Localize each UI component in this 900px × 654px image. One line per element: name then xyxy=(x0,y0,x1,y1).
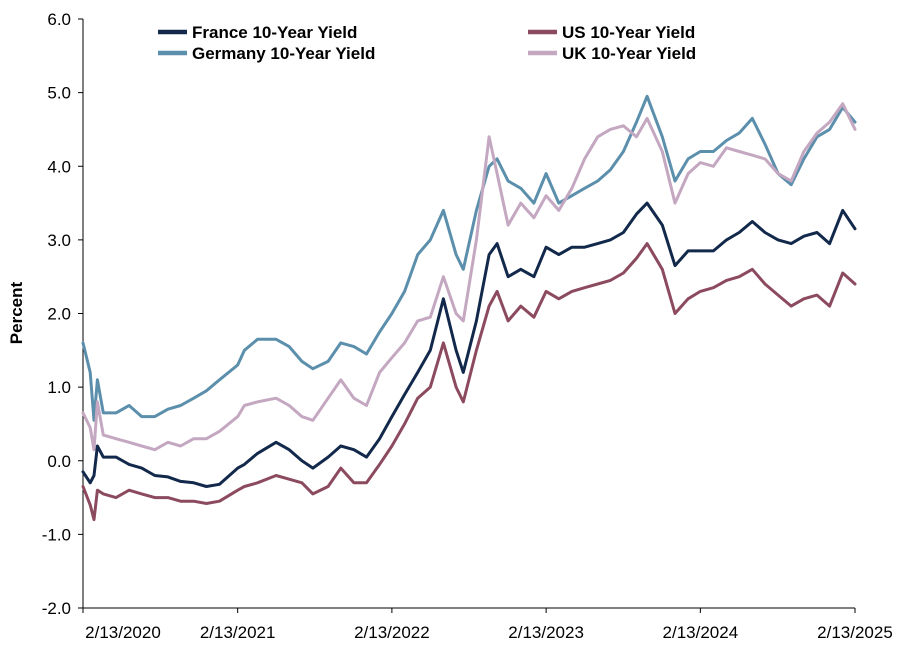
x-tick-label: 2/13/2020 xyxy=(85,623,161,642)
x-tick-group: 2/13/2020 2/13/2021 2/13/2022 2/13/2023 2/13… xyxy=(82,608,893,642)
y-axis: -2.0 -1.0 0.0 1.0 2.0 3.0 4.0 5.0 6.0 Percent xyxy=(7,10,84,618)
series-line-uk xyxy=(81,102,857,452)
y-tick-label: 1.0 xyxy=(47,378,71,397)
y-tick-label: 2.0 xyxy=(47,305,71,324)
y-tick-label: 3.0 xyxy=(47,231,71,250)
y-axis-title: Percent xyxy=(7,281,26,344)
x-tick-label: 2/13/2024 xyxy=(663,623,739,642)
y-tick-group: -2.0 -1.0 0.0 1.0 2.0 3.0 4.0 5.0 6.0 xyxy=(42,10,83,618)
series-line-us xyxy=(81,242,857,522)
y-tick-label: 0.0 xyxy=(47,452,71,471)
x-axis: 2/13/2020 2/13/2021 2/13/2022 2/13/2023 2/13… xyxy=(82,607,893,642)
x-tick-label: 2/13/2025 xyxy=(817,623,893,642)
legend-label-uk: UK 10-Year Yield xyxy=(562,44,696,63)
x-tick-label: 2/13/2021 xyxy=(200,623,276,642)
legend-label-germany: Germany 10-Year Yield xyxy=(192,44,375,63)
y-tick-label: -2.0 xyxy=(42,599,71,618)
y-tick-label: 6.0 xyxy=(47,10,71,29)
y-tick-label: 5.0 xyxy=(47,84,71,103)
x-tick-label: 2/13/2022 xyxy=(354,623,430,642)
legend-label-france: France 10-Year Yield xyxy=(192,23,357,42)
series-line-france xyxy=(81,201,857,488)
legend-label-us: US 10-Year Yield xyxy=(562,23,695,42)
legend: France 10-Year Yield US 10-Year Yield Ge… xyxy=(158,23,696,63)
series-group xyxy=(81,94,857,522)
y-tick-label: -1.0 xyxy=(42,525,71,544)
series-line-germany xyxy=(81,94,857,422)
x-tick-label: 2/13/2023 xyxy=(508,623,584,642)
y-tick-label: 4.0 xyxy=(47,157,71,176)
